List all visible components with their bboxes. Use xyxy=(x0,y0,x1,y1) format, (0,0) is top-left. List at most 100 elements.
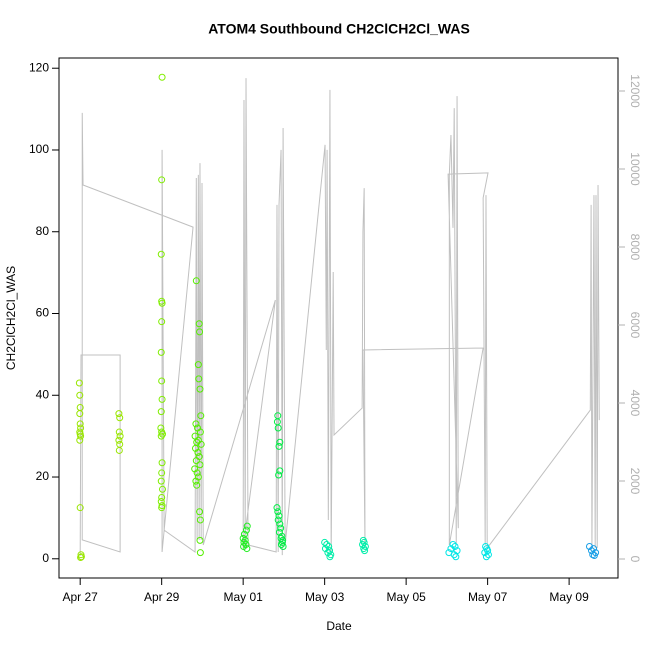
data-point xyxy=(274,424,282,432)
data-point xyxy=(274,516,282,524)
data-point xyxy=(194,361,202,369)
x-axis-label: Date xyxy=(326,619,352,633)
data-point xyxy=(158,299,166,307)
data-point xyxy=(192,477,200,485)
data-point xyxy=(239,534,247,542)
y-tick-label: 20 xyxy=(36,469,50,483)
data-point xyxy=(192,277,200,285)
data-point xyxy=(192,420,200,428)
data-point xyxy=(158,493,166,501)
data-point xyxy=(196,549,204,557)
data-point xyxy=(196,428,204,436)
data-point xyxy=(157,250,165,258)
data-point xyxy=(158,469,166,477)
data-point xyxy=(585,543,593,551)
data-point xyxy=(157,477,165,485)
y-tick-label: 80 xyxy=(36,224,50,238)
data-point xyxy=(484,551,492,559)
data-point xyxy=(193,481,201,489)
data-point xyxy=(361,547,369,555)
data-point xyxy=(242,526,250,534)
data-point xyxy=(158,377,166,385)
data-point xyxy=(195,375,203,383)
data-point xyxy=(193,469,201,477)
data-point xyxy=(195,320,203,328)
data-point xyxy=(194,448,202,456)
chart-title: ATOM4 Southbound CH2ClCH2Cl_WAS xyxy=(208,21,470,37)
data-point xyxy=(361,543,369,551)
y-tick-label: 40 xyxy=(36,387,50,401)
data-point xyxy=(450,551,458,559)
data-point xyxy=(196,536,204,544)
data-point xyxy=(275,471,283,479)
y-axis-label: CH2ClCH2Cl_WAS xyxy=(4,266,18,370)
data-point xyxy=(447,545,455,553)
data-point xyxy=(197,412,205,420)
data-point xyxy=(196,461,204,469)
y2-tick-label: 0 xyxy=(628,556,642,563)
data-point xyxy=(157,432,165,440)
x-tick-label: May 09 xyxy=(549,590,589,604)
data-point xyxy=(115,436,123,444)
data-point xyxy=(115,446,123,454)
data-point xyxy=(158,485,166,493)
data-point xyxy=(449,540,457,548)
y2-tick-label: 8000 xyxy=(628,234,642,261)
data-point xyxy=(197,440,205,448)
data-point xyxy=(275,442,283,450)
data-point xyxy=(158,176,166,184)
y2-tick-label: 2000 xyxy=(628,468,642,495)
x-tick-label: May 01 xyxy=(223,590,263,604)
data-point xyxy=(326,553,334,561)
data-point xyxy=(196,385,204,393)
data-point xyxy=(451,543,459,551)
x-tick-label: May 03 xyxy=(305,590,345,604)
data-point xyxy=(77,553,85,561)
data-point xyxy=(76,436,84,444)
y-tick-label: 100 xyxy=(29,142,49,156)
data-point xyxy=(115,410,123,418)
x-tick-label: Apr 27 xyxy=(63,590,99,604)
data-point xyxy=(277,524,285,532)
data-point xyxy=(276,438,284,446)
data-point xyxy=(276,467,284,475)
data-point xyxy=(77,432,85,440)
data-point xyxy=(76,420,84,428)
data-point xyxy=(76,410,84,418)
data-point xyxy=(590,552,598,560)
data-point xyxy=(196,328,204,336)
data-point xyxy=(240,538,248,546)
data-point xyxy=(116,414,124,422)
data-point xyxy=(75,379,83,387)
data-point xyxy=(273,504,281,512)
data-point xyxy=(77,554,85,562)
data-point xyxy=(452,553,460,561)
data-point xyxy=(158,395,166,403)
data-point xyxy=(157,424,165,432)
data-point xyxy=(158,73,166,81)
x-tick-label: May 05 xyxy=(386,590,426,604)
plot-frame xyxy=(58,57,619,579)
data-point xyxy=(482,553,490,561)
data-point xyxy=(157,408,165,416)
y-tick-label: 60 xyxy=(36,306,50,320)
data-point xyxy=(323,540,331,548)
y2-tick-label: 6000 xyxy=(628,312,642,339)
data-point xyxy=(158,459,166,467)
data-point xyxy=(157,498,165,506)
x-tick-label: May 07 xyxy=(468,590,508,604)
data-point xyxy=(76,504,84,512)
y2-tick-label: 12000 xyxy=(628,74,642,108)
y-tick-label: 0 xyxy=(42,551,49,565)
data-point xyxy=(276,520,284,528)
data-point xyxy=(157,348,165,356)
data-point xyxy=(277,540,285,548)
data-point xyxy=(196,516,204,524)
data-point xyxy=(116,432,124,440)
data-point xyxy=(192,457,200,465)
y2-tick-label: 4000 xyxy=(628,390,642,417)
data-point xyxy=(158,504,166,512)
y-tick-label: 120 xyxy=(29,60,49,74)
data-point xyxy=(275,512,283,520)
data-point xyxy=(274,508,282,516)
